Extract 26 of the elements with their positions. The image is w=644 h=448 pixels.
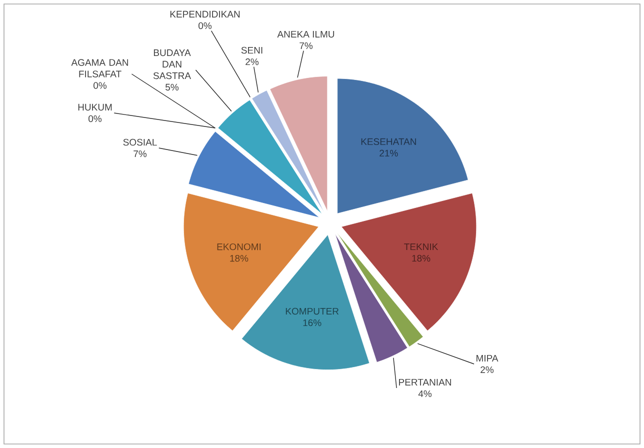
data-label: 16% — [303, 319, 322, 326]
data-label: 4% — [418, 390, 432, 398]
data-label: 2% — [480, 366, 494, 374]
data-label: 18% — [412, 254, 430, 262]
category-label: HUKUM — [78, 104, 112, 111]
category-label: KEPENDIDIKAN — [170, 10, 240, 18]
slice-label: SOSIAL — [123, 138, 157, 146]
text: 0% — [94, 82, 107, 89]
slice-label: KESEHATAN — [361, 138, 416, 146]
data-label: 7% — [134, 150, 147, 158]
text: 0% — [198, 22, 212, 30]
data-label: 7% — [300, 42, 313, 50]
slice-label: KOMPUTER — [286, 308, 339, 315]
category-label: AGAMA DAN FILSAFAT — [71, 59, 128, 78]
slice-label: MIPA — [476, 354, 498, 362]
slice-label: PERTANIAN — [399, 378, 451, 386]
data-label: 5% — [166, 84, 179, 91]
data-label: 21% — [380, 150, 398, 156]
slice-label: SENI — [241, 46, 262, 54]
slice-label: BUDAYA DAN SASTRA — [153, 49, 191, 80]
data-label: 18% — [230, 254, 248, 262]
slice-label: ANEKA ILMU — [277, 30, 334, 38]
slice-label: EKONOMI — [217, 243, 261, 250]
text: 0% — [88, 115, 102, 122]
slice-label: TEKNIK — [404, 244, 438, 250]
data-label: 2% — [246, 58, 259, 66]
